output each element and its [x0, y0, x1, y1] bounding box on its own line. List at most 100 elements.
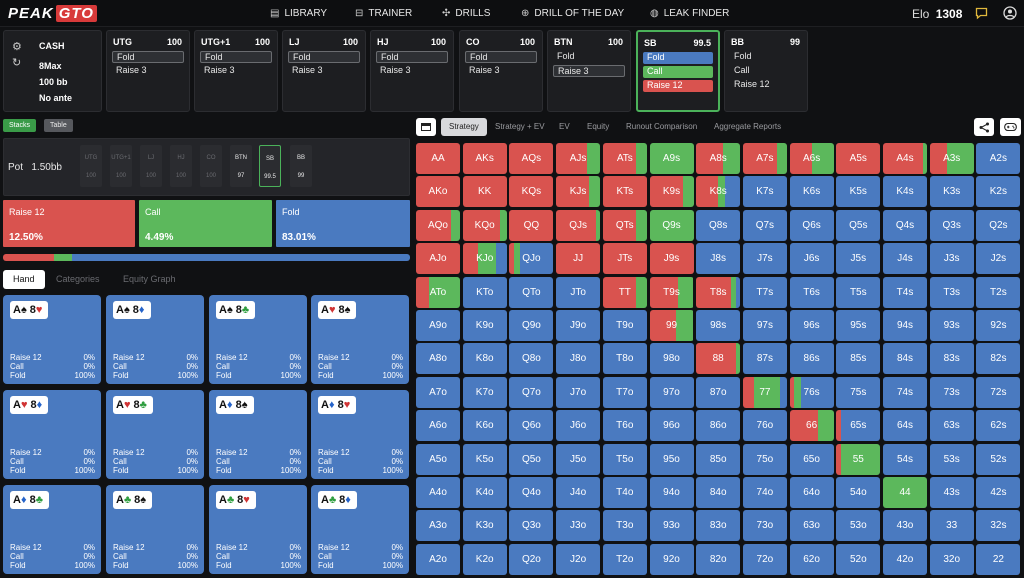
summary-fold[interactable]: Fold 83.01% — [276, 200, 410, 247]
hand-cell[interactable]: 92s — [976, 310, 1021, 341]
position-action[interactable]: Raise 3 — [204, 65, 235, 75]
hand-combo-card[interactable]: A♦ 8♠ Raise 12 0% Call 0% Fold 100% — [209, 390, 307, 479]
hand-cell[interactable]: KJo — [462, 243, 507, 275]
hand-cell[interactable]: 53s — [929, 443, 974, 475]
hand-cell[interactable]: T4o — [602, 477, 647, 508]
hand-cell[interactable]: K5o — [462, 443, 507, 475]
hand-cell[interactable]: K8s — [696, 176, 741, 208]
hand-cell[interactable]: 98s — [696, 310, 741, 341]
hand-cell[interactable]: 93o — [649, 510, 694, 542]
hand-cell[interactable]: 74s — [883, 376, 927, 408]
hand-cell[interactable]: QJs — [556, 209, 601, 241]
position-card-utgplus1[interactable]: UTG+1 100 Fold Raise 3 — [194, 30, 278, 112]
tab-ev[interactable]: EV — [559, 122, 570, 131]
position-card-utg[interactable]: UTG 100 Fold Raise 3 — [106, 30, 190, 112]
hand-cell[interactable]: 84o — [696, 477, 741, 508]
hand-cell[interactable]: 87s — [742, 343, 787, 375]
hand-cell[interactable]: 63o — [789, 510, 834, 542]
hand-cell[interactable]: 64o — [789, 477, 834, 508]
hand-cell[interactable]: J3o — [556, 510, 601, 542]
hand-cell[interactable]: 97s — [742, 310, 787, 341]
tab-strategy-ev[interactable]: Strategy + EV — [495, 122, 545, 131]
peakgto-logo[interactable]: PEAK GTO — [8, 5, 97, 22]
hand-cell[interactable]: Q6o — [509, 410, 554, 442]
hand-cell[interactable]: J2s — [976, 243, 1021, 275]
hand-cell[interactable]: 88 — [696, 343, 741, 375]
position-action[interactable]: Fold — [557, 51, 575, 61]
hand-cell[interactable]: Q7o — [509, 376, 554, 408]
position-action[interactable]: Fold — [376, 51, 448, 63]
hand-cell[interactable]: 86s — [789, 343, 834, 375]
hand-cell[interactable]: 44 — [883, 477, 927, 508]
hand-cell[interactable]: T8o — [602, 343, 647, 375]
hand-cell[interactable]: T2o — [602, 543, 647, 575]
hand-cell[interactable]: 52o — [836, 543, 881, 575]
hand-cell[interactable]: T4s — [883, 276, 927, 308]
position-card-sb[interactable]: SB 99.5 Fold Call Raise 12 — [636, 30, 720, 112]
hand-cell[interactable]: 43s — [929, 477, 974, 508]
hand-combo-card[interactable]: A♥ 8♠ Raise 12 0% Call 0% Fold 100% — [311, 295, 409, 384]
hand-cell[interactable]: 72s — [976, 376, 1021, 408]
hand-cell[interactable]: J9s — [649, 243, 694, 275]
hand-cell[interactable]: J6s — [789, 243, 834, 275]
hand-cell[interactable]: J7s — [742, 243, 787, 275]
hand-cell[interactable]: 42o — [883, 543, 927, 575]
hand-cell[interactable]: A7s — [742, 143, 787, 174]
hand-cell[interactable]: A3o — [416, 510, 460, 542]
tab-categories[interactable]: Categories — [56, 274, 100, 284]
hand-cell[interactable]: A7o — [416, 376, 460, 408]
hand-cell[interactable]: ATo — [416, 276, 460, 308]
settings-gear-icon[interactable]: ⚙ — [12, 41, 22, 53]
position-card-lj[interactable]: LJ 100 Fold Raise 3 — [282, 30, 366, 112]
hand-cell[interactable]: J4o — [556, 477, 601, 508]
hand-cell[interactable]: 95o — [649, 443, 694, 475]
hand-cell[interactable]: A6o — [416, 410, 460, 442]
hand-cell[interactable]: K5s — [836, 176, 881, 208]
hand-cell[interactable]: 96o — [649, 410, 694, 442]
hand-cell[interactable]: J3s — [929, 243, 974, 275]
hand-cell[interactable]: 55 — [836, 443, 881, 475]
position-card-bb[interactable]: BB 99 Fold Call Raise 12 — [724, 30, 808, 112]
hand-cell[interactable]: 54o — [836, 477, 881, 508]
summary-call[interactable]: Call 4.49% — [139, 200, 272, 247]
hand-cell[interactable]: Q8s — [696, 209, 741, 241]
summary-raise[interactable]: Raise 12 12.50% — [3, 200, 135, 247]
hand-cell[interactable]: Q4s — [883, 209, 927, 241]
position-action[interactable]: Raise 3 — [553, 65, 625, 77]
hand-cell[interactable]: K9s — [649, 176, 694, 208]
stacks-toggle[interactable]: Stacks — [3, 119, 37, 132]
hand-cell[interactable]: 77 — [742, 376, 787, 408]
hand-cell[interactable]: J4s — [883, 243, 927, 275]
refresh-icon[interactable]: ↻ — [12, 57, 22, 69]
hand-cell[interactable]: T3s — [929, 276, 974, 308]
hand-cell[interactable]: AKs — [462, 143, 507, 174]
hand-cell[interactable]: 97o — [649, 376, 694, 408]
hand-cell[interactable]: 96s — [789, 310, 834, 341]
hand-cell[interactable]: TT — [602, 276, 647, 308]
hand-cell[interactable]: ATs — [602, 143, 647, 174]
hand-cell[interactable]: 63s — [929, 410, 974, 442]
hand-cell[interactable]: Q3s — [929, 209, 974, 241]
hand-cell[interactable]: 32o — [929, 543, 974, 575]
gamepad-icon[interactable] — [1000, 118, 1021, 136]
hand-cell[interactable]: 82o — [696, 543, 741, 575]
hand-cell[interactable]: A4o — [416, 477, 460, 508]
hand-cell[interactable]: J8o — [556, 343, 601, 375]
hand-cell[interactable]: 93s — [929, 310, 974, 341]
hand-cell[interactable]: QTo — [509, 276, 554, 308]
hand-cell[interactable]: 84s — [883, 343, 927, 375]
hand-combo-card[interactable]: A♥ 8♦ Raise 12 0% Call 0% Fold 100% — [3, 390, 101, 479]
hand-cell[interactable]: A8s — [696, 143, 741, 174]
hand-cell[interactable]: A2o — [416, 543, 460, 575]
hand-cell[interactable]: Q6s — [789, 209, 834, 241]
chat-icon[interactable] — [973, 5, 989, 21]
tab-strategy[interactable]: Strategy — [441, 118, 487, 136]
hand-cell[interactable]: T6s — [789, 276, 834, 308]
nav-drills[interactable]: ✣ DRILLS — [442, 8, 490, 19]
hand-cell[interactable]: 33 — [929, 510, 974, 542]
position-action[interactable]: Fold — [734, 51, 752, 61]
position-action[interactable]: Raise 3 — [380, 65, 411, 75]
hand-cell[interactable]: Q9o — [509, 310, 554, 341]
hand-cell[interactable]: 85s — [836, 343, 881, 375]
hand-cell[interactable]: KTo — [462, 276, 507, 308]
